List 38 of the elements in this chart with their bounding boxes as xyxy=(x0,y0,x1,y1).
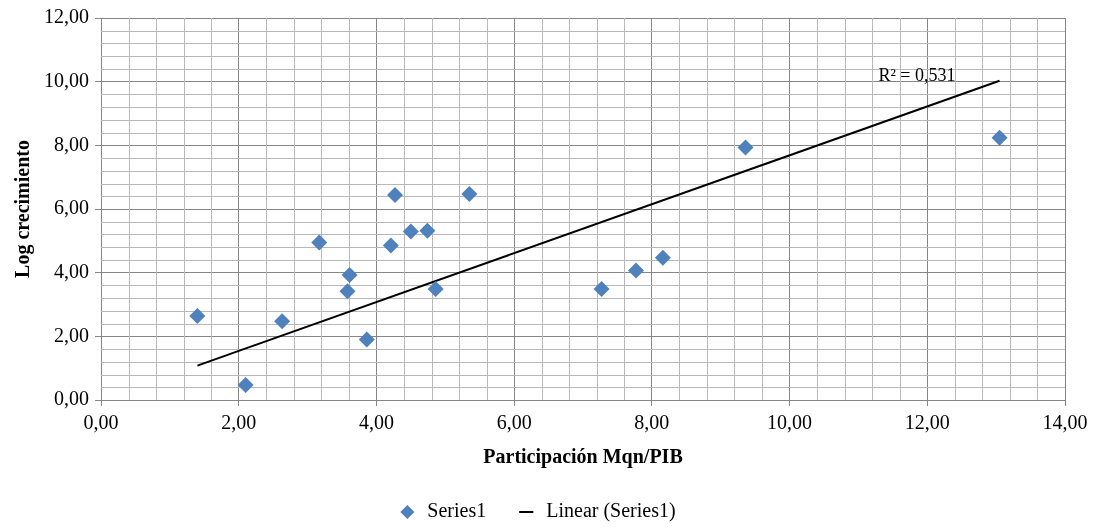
x-tick-label: 10,00 xyxy=(767,411,813,434)
x-tick-label: 2,00 xyxy=(221,411,257,434)
point xyxy=(387,186,404,203)
point xyxy=(311,234,328,251)
y-tick-label: 10,00 xyxy=(44,68,89,91)
legend-label: Series1 xyxy=(427,499,487,522)
y-tick-label: 2,00 xyxy=(54,323,89,346)
y-tick-label: 0,00 xyxy=(54,387,89,410)
point xyxy=(461,186,478,203)
point xyxy=(737,139,754,156)
point xyxy=(358,331,375,348)
point xyxy=(189,307,206,324)
point xyxy=(427,280,444,297)
point xyxy=(339,283,356,300)
y-axis-title: Log crecimiento xyxy=(11,140,35,278)
y-tick-label: 12,00 xyxy=(44,5,89,28)
point xyxy=(991,129,1008,146)
point xyxy=(419,222,436,239)
point xyxy=(382,237,399,254)
point xyxy=(402,223,419,240)
point xyxy=(237,377,254,394)
point xyxy=(593,280,610,297)
legend-label: Linear (Series1) xyxy=(546,499,676,523)
y-tick-label: 4,00 xyxy=(54,259,89,282)
x-tick-label: 6,00 xyxy=(496,411,532,434)
x-tick-label: 14,00 xyxy=(1042,411,1088,434)
y-tick-label: 8,00 xyxy=(54,132,89,155)
x-tick-label: 12,00 xyxy=(904,411,950,434)
x-axis-title: Participación Mqn/PIB xyxy=(483,445,683,469)
point xyxy=(654,249,671,266)
x-tick-label: 0,00 xyxy=(83,411,119,434)
y-tick-label: 6,00 xyxy=(54,196,89,219)
annotation: R² = 0,531 xyxy=(878,64,956,85)
point xyxy=(628,262,645,279)
x-tick-label: 4,00 xyxy=(358,411,394,434)
point xyxy=(274,313,291,330)
x-tick-label: 8,00 xyxy=(634,411,670,434)
point xyxy=(341,266,358,283)
